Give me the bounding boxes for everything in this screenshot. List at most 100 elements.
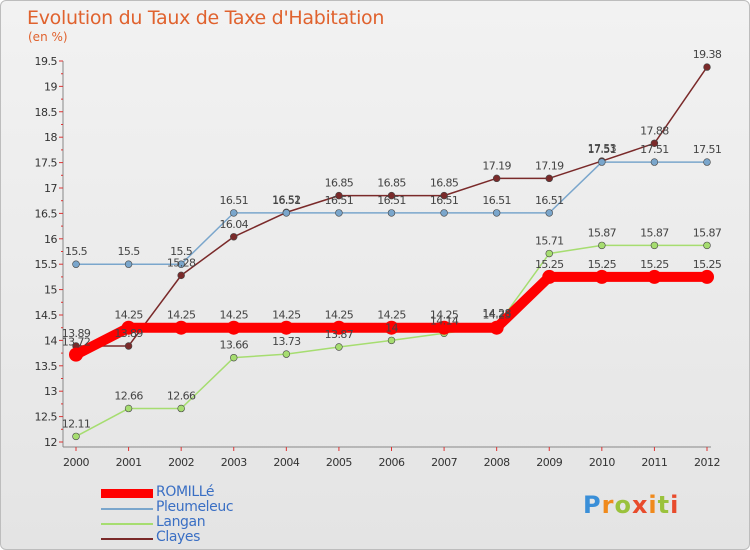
data-point bbox=[594, 269, 609, 284]
legend-label: ROMILLé bbox=[156, 484, 215, 500]
y-tick-label: 14 bbox=[44, 334, 57, 347]
y-tick-label: 12.5 bbox=[35, 411, 58, 424]
data-point bbox=[545, 174, 553, 183]
data-point bbox=[177, 271, 185, 280]
legend-swatch bbox=[101, 523, 153, 525]
data-label: 15.87 bbox=[693, 226, 722, 239]
data-point bbox=[331, 320, 346, 335]
legend-item: Langan bbox=[101, 514, 301, 531]
y-tick-label: 16 bbox=[44, 233, 57, 246]
data-point bbox=[492, 174, 501, 183]
data-label: 15.25 bbox=[535, 258, 564, 271]
chart-title: Evolution du Taux de Taxe d'Habitation bbox=[27, 7, 385, 29]
data-label: 14.28 bbox=[482, 307, 511, 320]
data-label: 16.04 bbox=[220, 218, 249, 231]
legend-swatch bbox=[101, 508, 153, 510]
legend-swatch bbox=[101, 538, 153, 540]
y-tick-label: 17 bbox=[44, 182, 57, 195]
legend-item: ROMILLé bbox=[101, 484, 301, 501]
data-point bbox=[542, 269, 557, 284]
data-label: 16.85 bbox=[377, 177, 406, 190]
data-point bbox=[72, 260, 80, 268]
x-tick-label: 2009 bbox=[536, 456, 562, 469]
data-label: 14.25 bbox=[167, 309, 196, 322]
data-point bbox=[387, 209, 396, 217]
data-label: 17.51 bbox=[588, 143, 617, 156]
data-label: 14.25 bbox=[220, 309, 249, 322]
data-point bbox=[700, 269, 714, 284]
y-tick-label: 19.5 bbox=[35, 55, 58, 68]
data-point bbox=[230, 353, 238, 362]
y-tick-label: 15.5 bbox=[35, 258, 58, 271]
data-label: 14.25 bbox=[325, 309, 354, 322]
data-label: 16.51 bbox=[482, 194, 511, 207]
data-label: 14.14 bbox=[430, 314, 459, 327]
data-point bbox=[282, 209, 291, 217]
data-label: 15.71 bbox=[535, 235, 564, 248]
data-point bbox=[177, 404, 185, 413]
data-point bbox=[335, 343, 343, 351]
y-tick-label: 17.5 bbox=[35, 157, 58, 170]
data-label: 15.5 bbox=[170, 245, 193, 258]
data-point bbox=[598, 158, 606, 166]
data-label: 12.11 bbox=[62, 417, 91, 430]
y-tick-label: 15 bbox=[44, 284, 57, 297]
data-point bbox=[650, 139, 659, 147]
y-tick-label: 16.5 bbox=[35, 207, 58, 220]
data-label: 17.88 bbox=[640, 124, 669, 137]
y-tick-label: 12 bbox=[44, 436, 57, 449]
data-point bbox=[177, 260, 185, 268]
data-label: 16.85 bbox=[430, 177, 459, 190]
legend-label: Clayes bbox=[156, 529, 201, 545]
data-label: 16.51 bbox=[272, 194, 301, 207]
data-label: 15.87 bbox=[640, 226, 669, 239]
data-label: 16.51 bbox=[377, 194, 406, 207]
data-point bbox=[335, 191, 343, 200]
data-label: 12.66 bbox=[114, 389, 143, 402]
data-point bbox=[174, 320, 189, 335]
data-point bbox=[492, 209, 501, 217]
legend-swatch bbox=[101, 489, 153, 498]
data-label: 14.25 bbox=[377, 309, 406, 322]
x-tick-label: 2005 bbox=[326, 456, 352, 469]
data-label: 15.5 bbox=[118, 245, 141, 258]
legend-label: Langan bbox=[156, 514, 206, 530]
data-label: 15.25 bbox=[693, 258, 722, 271]
data-label: 16.52 bbox=[272, 193, 301, 206]
data-point bbox=[387, 336, 396, 345]
x-tick-label: 2007 bbox=[431, 456, 457, 469]
data-point bbox=[489, 320, 504, 335]
series-layer bbox=[69, 63, 714, 441]
data-label: 13.87 bbox=[325, 328, 354, 341]
data-point bbox=[440, 191, 448, 200]
data-label: 17.53 bbox=[588, 142, 617, 155]
data-label: 14.25 bbox=[114, 309, 143, 322]
data-point bbox=[650, 158, 659, 166]
y-tick-label: 18 bbox=[44, 131, 57, 144]
data-label: 15.25 bbox=[640, 258, 669, 271]
legend-label: Pleumeleuc bbox=[156, 499, 234, 515]
legend-item: Clayes bbox=[101, 529, 301, 546]
data-labels: 13.89 13.89 15.28 16.04 16.52 16.85 16.85 16.85… bbox=[62, 48, 723, 430]
legend: ROMILLé Pleumeleuc Langan Clayes bbox=[101, 484, 301, 546]
data-point bbox=[647, 269, 662, 284]
x-tick-label: 2010 bbox=[589, 456, 615, 469]
x-tick-label: 2001 bbox=[116, 456, 142, 469]
data-label: 17.51 bbox=[693, 143, 722, 156]
data-point bbox=[282, 350, 291, 358]
data-label: 13.66 bbox=[220, 339, 249, 352]
data-point bbox=[72, 432, 80, 441]
data-label: 16.51 bbox=[220, 194, 249, 207]
y-tick-label: 13.5 bbox=[35, 360, 58, 373]
data-point bbox=[226, 320, 241, 335]
data-label: 13.73 bbox=[272, 335, 301, 348]
data-point bbox=[703, 241, 711, 250]
data-point bbox=[650, 241, 659, 250]
data-point bbox=[279, 320, 294, 335]
data-point bbox=[703, 158, 711, 166]
data-label: 17.51 bbox=[640, 143, 669, 156]
data-label: 14.25 bbox=[272, 309, 301, 322]
data-label: 17.19 bbox=[535, 159, 564, 172]
